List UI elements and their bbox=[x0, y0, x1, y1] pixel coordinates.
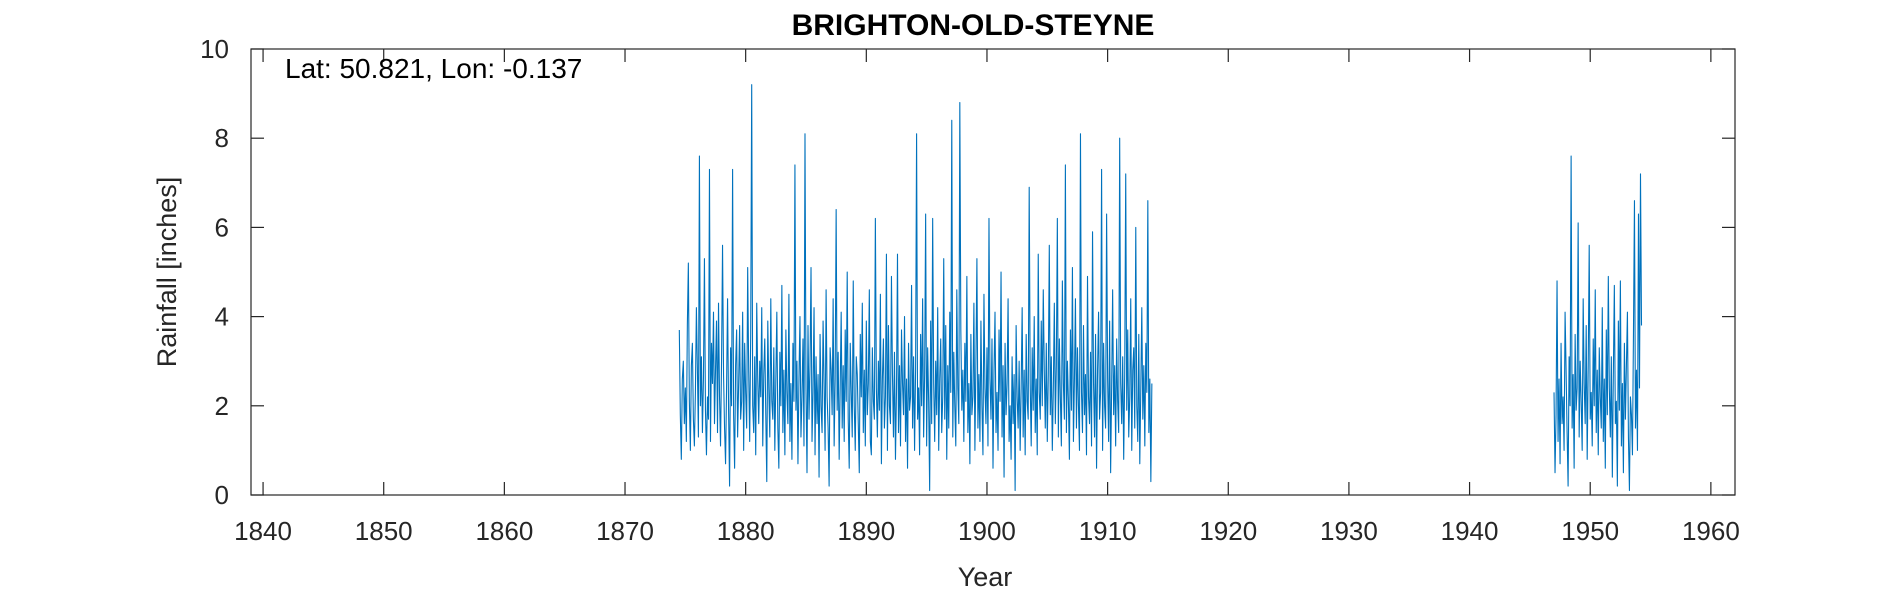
x-axis-label: Year bbox=[958, 562, 1013, 591]
y-tick-label: 8 bbox=[215, 123, 229, 153]
x-tick-label: 1870 bbox=[596, 516, 654, 546]
x-tick-label: 1860 bbox=[475, 516, 533, 546]
x-tick-label: 1840 bbox=[234, 516, 292, 546]
coordinates-annotation: Lat: 50.821, Lon: -0.137 bbox=[285, 53, 582, 84]
x-tick-label: 1850 bbox=[355, 516, 413, 546]
x-tick-label: 1930 bbox=[1320, 516, 1378, 546]
x-tick-label: 1910 bbox=[1079, 516, 1137, 546]
y-tick-label: 10 bbox=[200, 34, 229, 64]
x-tick-label: 1890 bbox=[837, 516, 895, 546]
y-axis-label: Rainfall [inches] bbox=[152, 177, 182, 368]
x-tick-label: 1900 bbox=[958, 516, 1016, 546]
rainfall-series-segment-2 bbox=[1553, 155, 1643, 492]
x-tick-label: 1960 bbox=[1682, 516, 1740, 546]
rainfall-series-segment-1 bbox=[678, 84, 1153, 492]
axes-layer: 1840 1850 1860 1870 1880 1890 1900 1910 1920 1930… bbox=[200, 34, 1740, 546]
y-tick-label: 6 bbox=[215, 212, 229, 242]
x-tick-label: 1950 bbox=[1561, 516, 1619, 546]
y-tick-label: 2 bbox=[215, 391, 229, 421]
plot-frame bbox=[250, 48, 1736, 496]
x-tick-label: 1920 bbox=[1199, 516, 1257, 546]
series-layer bbox=[678, 84, 1643, 492]
x-tick-label: 1880 bbox=[717, 516, 775, 546]
y-tick-label: 4 bbox=[215, 302, 229, 332]
y-tick-label: 0 bbox=[215, 480, 229, 510]
chart-title: BRIGHTON-OLD-STEYNE bbox=[792, 9, 1155, 42]
x-tick-label: 1940 bbox=[1441, 516, 1499, 546]
